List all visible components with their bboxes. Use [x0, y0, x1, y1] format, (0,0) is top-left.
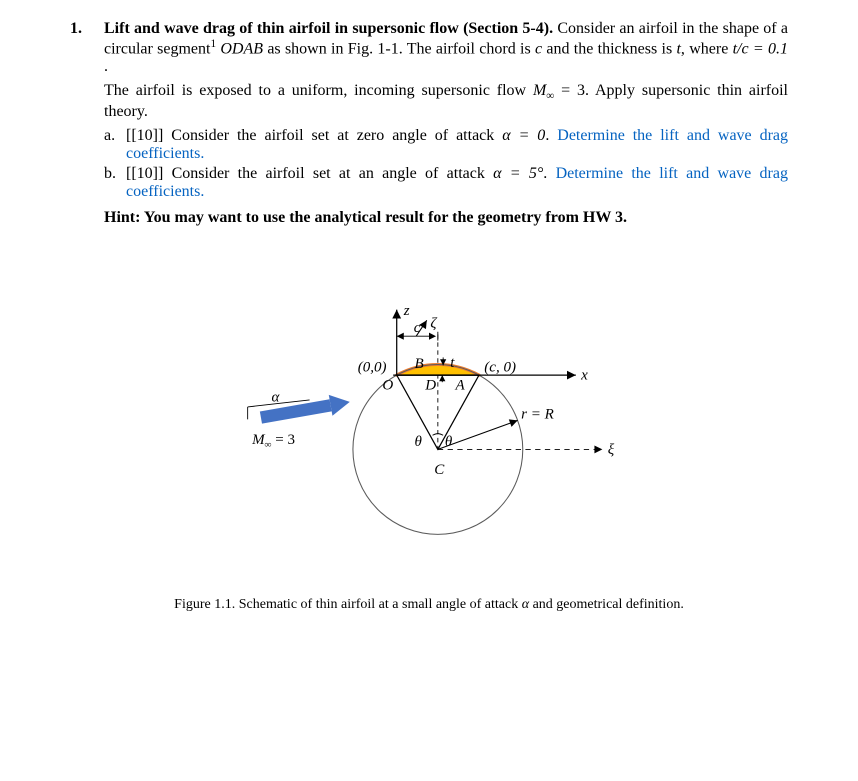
para2-text-1: The airfoil is exposed to a uniform, inc… — [104, 82, 533, 99]
svg-text:z: z — [403, 302, 410, 318]
sub-letter-a: a. — [104, 127, 126, 145]
svg-text:M∞ = 3: M∞ = 3 — [251, 432, 295, 451]
caption-alpha: α — [522, 597, 529, 612]
b-alpha: α = 5° — [493, 165, 543, 182]
problem-title: Lift and wave drag of thin airfoil in su… — [104, 20, 553, 37]
figure-caption: Figure 1.1. Schematic of thin airfoil at… — [70, 597, 788, 613]
sub-item-a: a. [[10]] Consider the airfoil set at ze… — [104, 127, 788, 163]
svg-text:O: O — [382, 377, 393, 393]
svg-text:(c, 0): (c, 0) — [484, 359, 516, 375]
svg-text:ξ: ξ — [608, 441, 615, 457]
b-black-2: . — [543, 165, 555, 182]
a-black-1: Consider the airfoil set at zero angle o… — [171, 127, 502, 144]
figure-diagram: zζcx(0,0)O(c, 0)BtDAr = RθθξCαM∞ = 3 — [199, 267, 659, 577]
intro-text-6: . — [104, 58, 108, 75]
problem-body: Lift and wave drag of thin airfoil in su… — [104, 20, 788, 227]
svg-text:θ: θ — [445, 433, 453, 449]
svg-text:ζ: ζ — [430, 315, 437, 331]
sub-text-b: [[10]] Consider the airfoil set at an an… — [126, 165, 788, 201]
svg-text:(0,0): (0,0) — [358, 359, 387, 375]
figure-wrap: zζcx(0,0)O(c, 0)BtDAr = RθθξCαM∞ = 3 — [70, 267, 788, 577]
b-black-1: Consider the airfoil set at an angle of … — [172, 165, 494, 182]
a-black-2: . — [545, 127, 557, 144]
intro-text-4: and the thickness is — [542, 40, 676, 57]
svg-text:θ: θ — [415, 433, 423, 449]
intro-text-3: as shown in Fig. 1-1. The airfoil chord … — [263, 40, 535, 57]
svg-text:c: c — [414, 319, 421, 335]
b-points: [[10]] — [126, 165, 172, 182]
odab-label: ODAB — [220, 40, 263, 57]
svg-text:r = R: r = R — [521, 406, 554, 422]
tc-expr: t/c = 0.1 — [733, 40, 788, 57]
caption-part2: and geometrical definition. — [529, 597, 684, 612]
problem-number: 1. — [70, 20, 92, 38]
sub-item-b: b. [[10]] Consider the airfoil set at an… — [104, 165, 788, 201]
svg-text:α: α — [272, 389, 281, 405]
svg-text:B: B — [415, 356, 424, 372]
problem-block: 1. Lift and wave drag of thin airfoil in… — [70, 20, 788, 227]
intro-text-5: , where — [681, 40, 733, 57]
sub-text-a: [[10]] Consider the airfoil set at zero … — [126, 127, 788, 163]
svg-text:x: x — [580, 367, 588, 383]
a-points: [[10]] — [126, 127, 171, 144]
svg-text:A: A — [455, 377, 466, 393]
hint-text: Hint: You may want to use the analytical… — [104, 209, 788, 227]
paragraph-2: The airfoil is exposed to a uniform, inc… — [104, 82, 788, 120]
a-alpha: α = 0 — [502, 127, 545, 144]
caption-part1: Figure 1.1. Schematic of thin airfoil at… — [174, 597, 522, 612]
m-symbol: M — [533, 82, 546, 99]
sub-list: a. [[10]] Consider the airfoil set at ze… — [104, 127, 788, 201]
svg-text:D: D — [424, 377, 436, 393]
sub-letter-b: b. — [104, 165, 126, 183]
svg-text:C: C — [434, 462, 445, 478]
